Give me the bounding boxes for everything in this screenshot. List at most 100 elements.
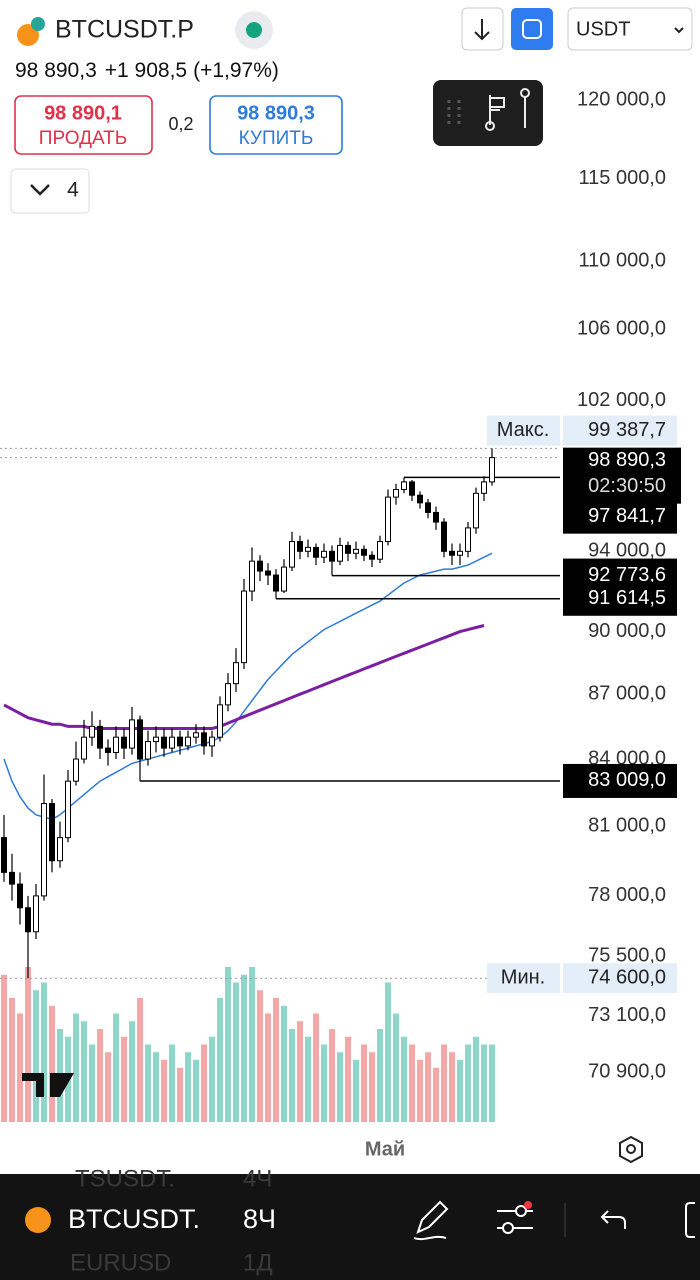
volume-bar bbox=[361, 1044, 367, 1122]
candle-body bbox=[225, 683, 231, 706]
y-tick-label: 110 000,0 bbox=[579, 249, 667, 271]
volume-bar bbox=[305, 1036, 311, 1122]
volume-bar bbox=[337, 1052, 343, 1122]
y-tick-label: 90 000,0 bbox=[588, 620, 666, 642]
floating-toolbar bbox=[433, 80, 543, 146]
bar-interval[interactable]: 8Ч bbox=[243, 1204, 276, 1234]
volume-bar bbox=[193, 1060, 199, 1122]
candle-body bbox=[321, 550, 327, 558]
candle-body bbox=[361, 548, 367, 556]
hidden-symbol: TSUSDT. bbox=[75, 1165, 175, 1192]
volume-bar bbox=[201, 1044, 207, 1122]
layout-button[interactable] bbox=[511, 8, 553, 50]
y-tick-label: 115 000,0 bbox=[579, 167, 667, 189]
volume-bar bbox=[377, 1029, 383, 1122]
buy-price: 98 890,3 bbox=[237, 102, 315, 124]
draw-button[interactable] bbox=[413, 1200, 449, 1241]
symbol[interactable]: BTCUSDT.P bbox=[55, 16, 194, 44]
level-label: 83 009,0 bbox=[588, 769, 666, 791]
volume-bar bbox=[113, 1013, 119, 1122]
candle-body bbox=[441, 521, 447, 552]
indicators-count: 4 bbox=[67, 179, 79, 202]
volume-bar bbox=[329, 1029, 335, 1122]
candle-body bbox=[257, 560, 263, 572]
extreme-value-box bbox=[563, 415, 677, 446]
bottom-bar bbox=[0, 1174, 700, 1280]
candle-body bbox=[161, 736, 167, 749]
settings-button[interactable] bbox=[619, 1135, 643, 1164]
extreme-name: Макс. bbox=[497, 419, 550, 441]
drag-handle[interactable] bbox=[447, 100, 461, 128]
volume-bar bbox=[169, 1044, 175, 1122]
extreme-value: 74 600,0 bbox=[588, 966, 666, 988]
down-icon bbox=[474, 19, 490, 41]
candle-body bbox=[289, 541, 295, 568]
candle-body bbox=[433, 511, 439, 523]
slider-knob bbox=[515, 1205, 527, 1217]
volume-bar bbox=[281, 1005, 287, 1122]
extreme-name-box bbox=[487, 415, 560, 446]
candle-body bbox=[217, 704, 223, 738]
candle-body bbox=[393, 488, 399, 498]
y-tick-label: 73 100,0 bbox=[588, 1004, 666, 1026]
volume-bar bbox=[89, 1044, 95, 1122]
candle-body bbox=[177, 736, 183, 747]
volume-bar bbox=[417, 1060, 423, 1122]
hidden-symbol: EURUSD bbox=[70, 1249, 171, 1276]
candle-body bbox=[353, 548, 359, 554]
level-label-box bbox=[563, 499, 677, 534]
candle-body bbox=[17, 883, 23, 909]
candle-body bbox=[369, 554, 375, 560]
sell-button[interactable] bbox=[14, 95, 153, 155]
y-tick-label: 78 000,0 bbox=[588, 884, 666, 906]
candle-body bbox=[121, 736, 127, 749]
currency-select[interactable] bbox=[567, 7, 693, 51]
volume-bar bbox=[385, 982, 391, 1122]
candle-body bbox=[377, 541, 383, 560]
volume-bar bbox=[409, 1044, 415, 1122]
currency: USDT bbox=[576, 18, 630, 40]
spread: 0,2 bbox=[168, 114, 193, 134]
candle-body bbox=[305, 546, 311, 552]
volume-bar bbox=[241, 974, 247, 1122]
y-tick-label: 102 000,0 bbox=[577, 389, 666, 411]
y-tick-label: 87 000,0 bbox=[588, 683, 666, 705]
candle-body bbox=[425, 502, 431, 513]
volume-bar bbox=[441, 1044, 447, 1122]
extreme-value-box bbox=[563, 963, 677, 994]
layout-icon bbox=[522, 19, 542, 39]
candle-body bbox=[281, 566, 287, 592]
volume-bar bbox=[153, 1052, 159, 1122]
select-arrow bbox=[674, 27, 684, 34]
candle-body bbox=[417, 494, 423, 504]
volume-bar bbox=[1, 974, 7, 1122]
candle-body bbox=[49, 803, 55, 862]
volume-bar bbox=[449, 1052, 455, 1122]
level-label-box bbox=[563, 763, 677, 798]
indicators-toggle[interactable] bbox=[10, 168, 90, 214]
candle-body bbox=[345, 544, 351, 554]
candle-body bbox=[9, 871, 15, 885]
volume-bar bbox=[249, 967, 255, 1122]
candle-body bbox=[265, 570, 271, 576]
volume-bar bbox=[433, 1067, 439, 1122]
buy-button[interactable] bbox=[209, 95, 343, 155]
last-price-box bbox=[563, 447, 681, 504]
candle-body bbox=[113, 736, 119, 753]
candle-body bbox=[329, 550, 335, 562]
candle-body bbox=[201, 732, 207, 747]
candle-body bbox=[209, 736, 215, 747]
more-button[interactable] bbox=[685, 1202, 695, 1238]
tool-icon[interactable] bbox=[489, 95, 505, 125]
undo-button[interactable] bbox=[600, 1210, 626, 1229]
hidden-interval: 4Ч bbox=[243, 1165, 272, 1192]
candle-body bbox=[1, 837, 7, 873]
extreme-value: 99 387,7 bbox=[588, 419, 666, 441]
candle-body bbox=[73, 758, 79, 782]
volume-bar bbox=[457, 1060, 463, 1122]
bar-symbol[interactable]: BTCUSDT. bbox=[68, 1204, 200, 1234]
change-pct: (+1,97%) bbox=[193, 59, 279, 82]
candle-body bbox=[89, 725, 95, 738]
